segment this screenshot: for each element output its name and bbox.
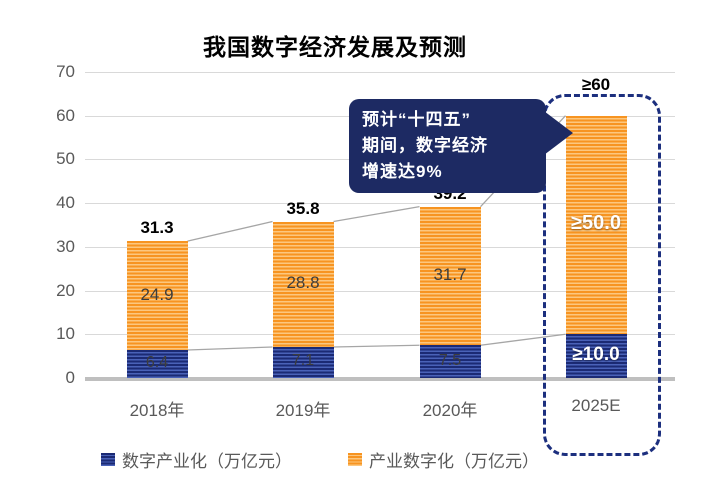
total-value-label: 35.8 (286, 198, 320, 218)
y-axis-label-50: 50 (56, 149, 75, 169)
blue-segment-label: 7.1 (291, 352, 315, 370)
legend-item: 数字产业化（万亿元） (101, 447, 292, 472)
y-axis-label-60: 60 (56, 105, 75, 125)
annotation-callout: 预计“十四五” 期间，数字经济 增速达9% (349, 99, 546, 193)
legend-label: 数字产业化（万亿元） (122, 452, 292, 471)
callout-line-2: 期间，数字经济 (362, 136, 488, 155)
total-value-label: 31.3 (140, 218, 174, 238)
x-axis-label-2019年: 2019年 (275, 401, 331, 420)
legend-label: 产业数字化（万亿元） (369, 452, 539, 471)
blue-segment-label: 6.4 (145, 354, 169, 371)
x-axis-label-2025E: 2025E (571, 396, 621, 415)
gridline-20 (85, 290, 675, 292)
x-axis-label-2020年: 2020年 (422, 401, 478, 420)
blue-segment-label: 7.5 (438, 351, 462, 369)
orange-segment-label: 31.7 (433, 264, 467, 284)
gridline-10 (85, 334, 675, 336)
bar-segment-orange (126, 241, 188, 351)
y-axis-label-20: 20 (56, 280, 75, 300)
orange-segment-label: 28.8 (286, 273, 320, 293)
gridline-30 (85, 246, 675, 248)
x-axis-label-2018年: 2018年 (129, 401, 185, 420)
orange-segment-label: ≥50.0 (571, 212, 621, 234)
legend-swatch-icon (348, 453, 362, 466)
total-value-label: ≥60 (581, 74, 611, 94)
legend-item: 产业数字化（万亿元） (348, 447, 539, 472)
y-axis-label-10: 10 (56, 324, 75, 344)
gridline-40 (85, 203, 675, 205)
bar-segment-blue (565, 334, 627, 378)
y-axis-label-70: 70 (56, 62, 75, 81)
forecast-highlight-box (543, 94, 661, 456)
legend: 数字产业化（万亿元） 产业数字化（万亿元） (0, 447, 640, 472)
y-axis-label-30: 30 (56, 236, 75, 256)
gridline-70 (85, 72, 675, 73)
bar-segment-blue (419, 345, 481, 378)
orange-segment-label: 24.9 (140, 284, 174, 304)
bar-segment-orange (272, 221, 334, 347)
blue-segment-label: ≥10.0 (572, 344, 620, 366)
gridline-0 (85, 376, 675, 381)
bar-segment-blue (126, 350, 188, 378)
y-axis-label-0: 0 (65, 368, 75, 387)
callout-line-1: 预计“十四五” (362, 110, 471, 129)
bar-segment-orange (565, 115, 627, 335)
callout-line-3: 增速达9% (362, 162, 443, 181)
y-axis-label-40: 40 (56, 193, 75, 213)
bar-segment-orange (419, 206, 481, 346)
bar-segment-blue (272, 346, 334, 378)
legend-swatch-icon (101, 453, 115, 466)
chart-title: 我国数字经济发展及预测 (203, 34, 467, 60)
